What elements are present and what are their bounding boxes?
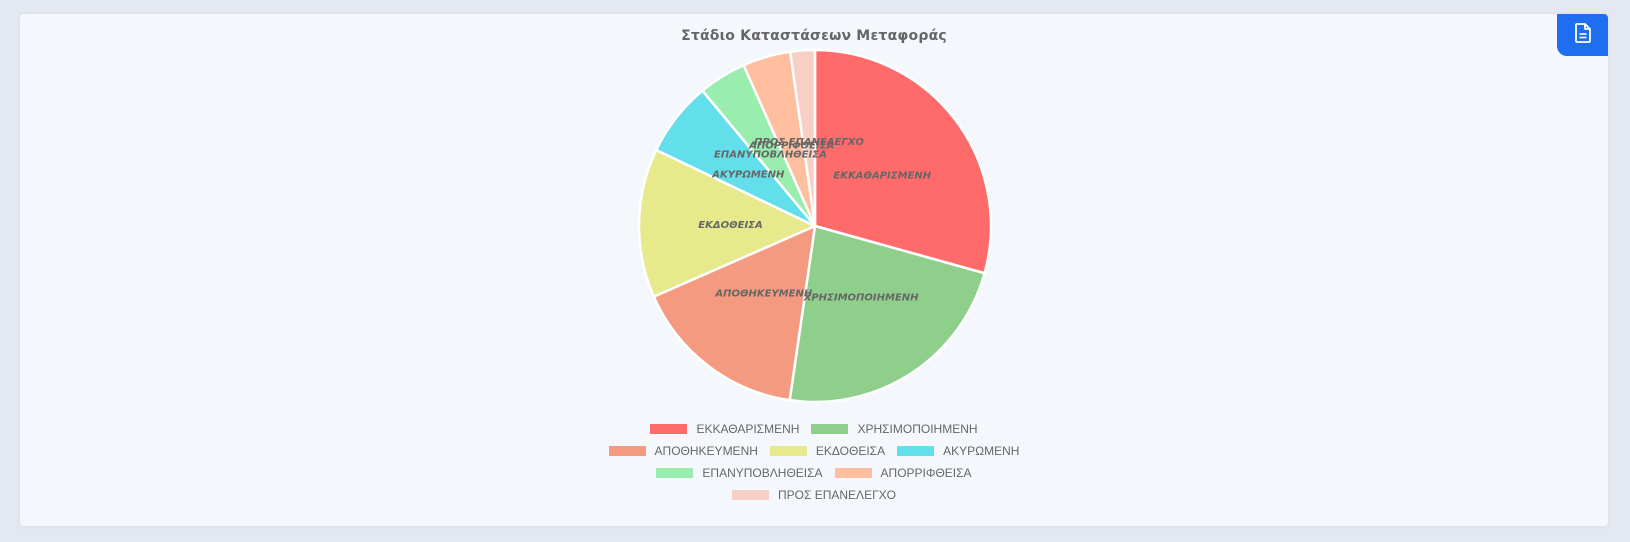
- pie-slice[interactable]: [813, 48, 993, 275]
- legend-swatch: [656, 468, 694, 478]
- chart-title: Στάδιο Καταστάσεων Μεταφοράς: [681, 28, 947, 44]
- legend-row: ΕΠΑΝΥΠΟΒΛΗΘΕΙΣΑ ΑΠΟΡΡΙΦΘΕΙΣΑ: [650, 462, 977, 484]
- chart-legend: ΕΚΚΑΘΑΡΙΣΜΕΝΗ ΧΡΗΣΙΜΟΠΟΙΗΜΕΝΗ ΑΠΟΘΗΚΕΥΜΕΝΗ…: [20, 418, 1608, 506]
- slice-label: ΑΚΥΡΩΜΕΝΗ: [711, 170, 785, 181]
- legend-item[interactable]: ΕΠΑΝΥΠΟΒΛΗΘΕΙΣΑ: [656, 466, 823, 480]
- legend-label: ΑΠΟΘΗΚΕΥΜΕΝΗ: [654, 444, 758, 458]
- legend-swatch: [834, 468, 872, 478]
- document-icon: [1574, 23, 1592, 47]
- legend-row: ΠΡΟΣ ΕΠΑΝΕΛΕΓΧΟ: [726, 484, 902, 506]
- legend-item[interactable]: ΠΡΟΣ ΕΠΑΝΕΛΕΓΧΟ: [731, 488, 897, 502]
- slice-label: ΑΠΟΡΡΙΦΘΕΙΣΑ: [748, 140, 834, 151]
- legend-swatch: [769, 446, 807, 456]
- legend-item[interactable]: ΑΠΟΡΡΙΦΘΕΙΣΑ: [834, 466, 972, 480]
- slice-label: ΕΠΑΝΥΠΟΒΛΗΘΕΙΣΑ: [714, 150, 827, 161]
- pie-slice[interactable]: [788, 224, 987, 404]
- legend-row: ΑΠΟΘΗΚΕΥΜΕΝΗ ΕΚΔΟΘΕΙΣΑ ΑΚΥΡΩΜΕΝΗ: [603, 440, 1026, 462]
- legend-label: ΑΠΟΡΡΙΦΘΕΙΣΑ: [880, 466, 972, 480]
- pie-chart: ΕΚΚΑΘΑΡΙΣΜΕΝΗ ΧΡΗΣΙΜΟΠΟΙΗΜΕΝΗΑΠΟΘΗΚΕΥΜΕΝΗ…: [637, 48, 993, 404]
- slice-label: ΕΚΔΟΘΕΙΣΑ: [698, 220, 762, 231]
- legend-label: ΧΡΗΣΙΜΟΠΟΙΗΜΕΝΗ: [857, 422, 978, 436]
- legend-label: ΠΡΟΣ ΕΠΑΝΕΛΕΓΧΟ: [777, 488, 897, 502]
- slice-label: ΧΡΗΣΙΜΟΠΟΙΗΜΕΝΗ: [803, 292, 920, 303]
- export-button[interactable]: [1557, 14, 1608, 56]
- legend-label: ΑΚΥΡΩΜΕΝΗ: [943, 444, 1020, 458]
- slice-label: ΕΚΚΑΘΑΡΙΣΜΕΝΗ: [833, 170, 931, 181]
- chart-card: Στάδιο Καταστάσεων Μεταφοράς ΕΚΚΑΘΑΡΙΣΜΕ…: [20, 14, 1608, 526]
- pie-slice[interactable]: [788, 48, 817, 227]
- legend-swatch: [731, 490, 769, 500]
- legend-item[interactable]: ΑΚΥΡΩΜΕΝΗ: [897, 444, 1019, 458]
- slice-label: ΑΠΟΘΗΚΕΥΜΕΝΗ: [714, 289, 812, 300]
- legend-label: ΕΠΑΝΥΠΟΒΛΗΘΕΙΣΑ: [702, 466, 823, 480]
- pie-slice[interactable]: [652, 223, 817, 402]
- legend-item[interactable]: ΕΚΚΑΘΑΡΙΣΜΕΝΗ: [650, 422, 799, 436]
- legend-swatch: [650, 424, 688, 434]
- legend-label: ΕΚΔΟΘΕΙΣΑ: [815, 444, 886, 458]
- legend-item[interactable]: ΕΚΔΟΘΕΙΣΑ: [769, 444, 886, 458]
- slice-label: ΠΡΟΣ ΕΠΑΝΕΛΕΓΧΟ: [754, 137, 864, 148]
- legend-item[interactable]: ΑΠΟΘΗΚΕΥΜΕΝΗ: [608, 444, 758, 458]
- legend-swatch: [811, 424, 849, 434]
- legend-item[interactable]: ΧΡΗΣΙΜΟΠΟΙΗΜΕΝΗ: [811, 422, 978, 436]
- pie-slice[interactable]: [637, 148, 818, 299]
- legend-swatch: [608, 446, 646, 456]
- legend-label: ΕΚΚΑΘΑΡΙΣΜΕΝΗ: [696, 422, 800, 436]
- legend-swatch: [897, 446, 935, 456]
- legend-row: ΕΚΚΑΘΑΡΙΣΜΕΝΗ ΧΡΗΣΙΜΟΠΟΙΗΜΕΝΗ: [644, 418, 983, 440]
